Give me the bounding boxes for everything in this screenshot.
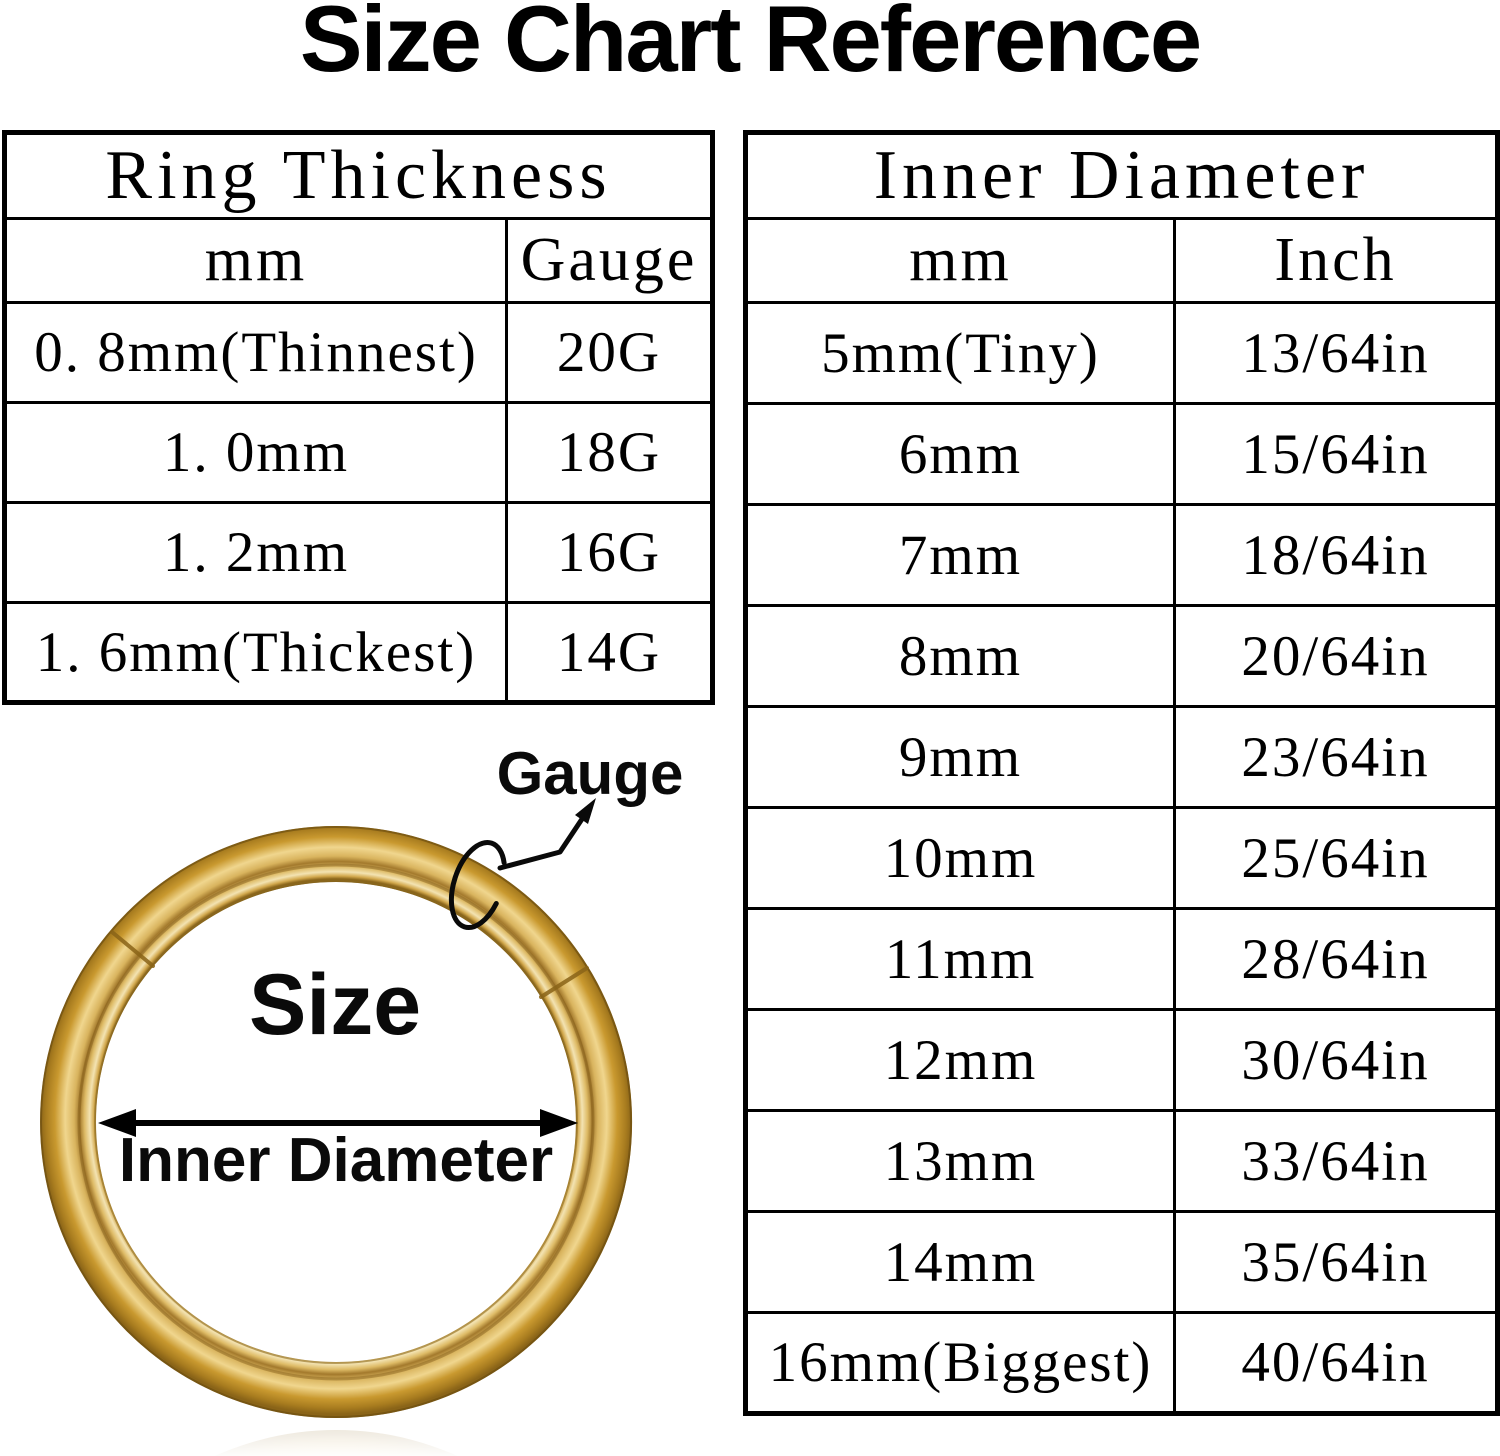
reflection-fade bbox=[0, 1424, 700, 1456]
gauge-arrowhead bbox=[575, 798, 596, 824]
cell-mm: 1. 6mm(Thickest) bbox=[3, 601, 508, 704]
cell-converted: 16G bbox=[504, 501, 715, 604]
table-header-row: mm Gauge bbox=[3, 217, 715, 304]
cell-converted: 15/64in bbox=[1172, 402, 1500, 506]
cell-converted: 33/64in bbox=[1172, 1109, 1500, 1213]
cell-mm: 12mm bbox=[744, 1008, 1176, 1112]
cell-mm: 5mm(Tiny) bbox=[744, 301, 1176, 405]
column-header: Gauge bbox=[504, 217, 715, 304]
table-row: 8mm 20/64in bbox=[744, 604, 1500, 708]
cell-converted: 28/64in bbox=[1172, 907, 1500, 1011]
table-row: 7mm 18/64in bbox=[744, 503, 1500, 607]
ring-outer-rim bbox=[40, 826, 632, 1418]
cell-mm: 14mm bbox=[744, 1210, 1176, 1314]
column-header: mm bbox=[3, 217, 508, 304]
cell-mm: 0. 8mm(Thinnest) bbox=[3, 301, 508, 404]
ring-seam-right bbox=[539, 966, 589, 999]
table-row: 14mm 35/64in bbox=[744, 1210, 1500, 1314]
ring-tube-reflection-line bbox=[77, 863, 595, 1381]
cell-converted: 23/64in bbox=[1172, 705, 1500, 809]
cell-mm: 7mm bbox=[744, 503, 1176, 607]
table-row: 1. 2mm 16G bbox=[3, 501, 715, 604]
cell-converted: 25/64in bbox=[1172, 806, 1500, 910]
cell-mm: 1. 0mm bbox=[3, 401, 508, 504]
table-caption-row: Ring Thickness bbox=[2, 131, 715, 220]
table-header-row: mm Inch bbox=[744, 217, 1500, 304]
table-row: 10mm 25/64in bbox=[744, 806, 1500, 910]
page-title: Size Chart Reference bbox=[299, 0, 1202, 91]
gauge-arrow-line bbox=[497, 816, 585, 871]
cell-mm: 16mm(Biggest) bbox=[744, 1311, 1176, 1415]
inner-diameter-table: Inner Diameter mm Inch 5mm(Tiny) 13/64in 6mm 1… bbox=[743, 130, 1500, 1416]
cell-mm: 10mm bbox=[744, 806, 1176, 910]
table-row: 6mm 15/64in bbox=[744, 402, 1500, 506]
table-row: 11mm 28/64in bbox=[744, 907, 1500, 1011]
cell-mm: 11mm bbox=[744, 907, 1176, 1011]
column-header: Inch bbox=[1172, 217, 1500, 304]
table-row: 13mm 33/64in bbox=[744, 1109, 1500, 1213]
inner-diameter-arrow bbox=[98, 1109, 578, 1137]
cell-mm: 1. 2mm bbox=[3, 501, 508, 604]
cell-converted: 20/64in bbox=[1172, 604, 1500, 708]
cell-mm: 6mm bbox=[744, 402, 1176, 506]
table-row: 16mm(Biggest) 40/64in bbox=[744, 1311, 1500, 1415]
gauge-label: Gauge bbox=[496, 740, 684, 807]
cell-converted: 14G bbox=[504, 601, 715, 704]
cell-converted: 30/64in bbox=[1172, 1008, 1500, 1112]
table-row: 12mm 30/64in bbox=[744, 1008, 1500, 1112]
table-row: 1. 0mm 18G bbox=[3, 401, 715, 504]
table-row: 1. 6mm(Thickest) 14G bbox=[3, 601, 715, 704]
table-caption-row: Inner Diameter bbox=[743, 131, 1500, 220]
inner-diameter-label: Inner Diameter bbox=[118, 1126, 554, 1195]
cell-mm: 8mm bbox=[744, 604, 1176, 708]
gauge-loop-annotation bbox=[448, 840, 508, 930]
table-row: 0. 8mm(Thinnest) 20G bbox=[3, 301, 715, 404]
cell-converted: 18/64in bbox=[1172, 503, 1500, 607]
ring-inner-rim bbox=[94, 880, 578, 1364]
cell-converted: 40/64in bbox=[1172, 1311, 1500, 1415]
cell-converted: 35/64in bbox=[1172, 1210, 1500, 1314]
cell-mm: 9mm bbox=[744, 705, 1176, 809]
cell-mm: 13mm bbox=[744, 1109, 1176, 1213]
table-title: Ring Thickness bbox=[2, 131, 715, 220]
cell-converted: 13/64in bbox=[1172, 301, 1500, 405]
column-header: mm bbox=[744, 217, 1176, 304]
cell-converted: 20G bbox=[504, 301, 715, 404]
table-row: 5mm(Tiny) 13/64in bbox=[744, 301, 1500, 405]
size-label: Size bbox=[248, 957, 422, 1053]
cell-converted: 18G bbox=[504, 401, 715, 504]
ring-thickness-table: Ring Thickness mm Gauge 0. 8mm(Thinnest) 20G… bbox=[2, 130, 716, 705]
table-title: Inner Diameter bbox=[743, 131, 1500, 220]
table-row: 9mm 23/64in bbox=[744, 705, 1500, 809]
ring-seam-left bbox=[110, 930, 155, 968]
ring-diagram bbox=[0, 798, 700, 1456]
